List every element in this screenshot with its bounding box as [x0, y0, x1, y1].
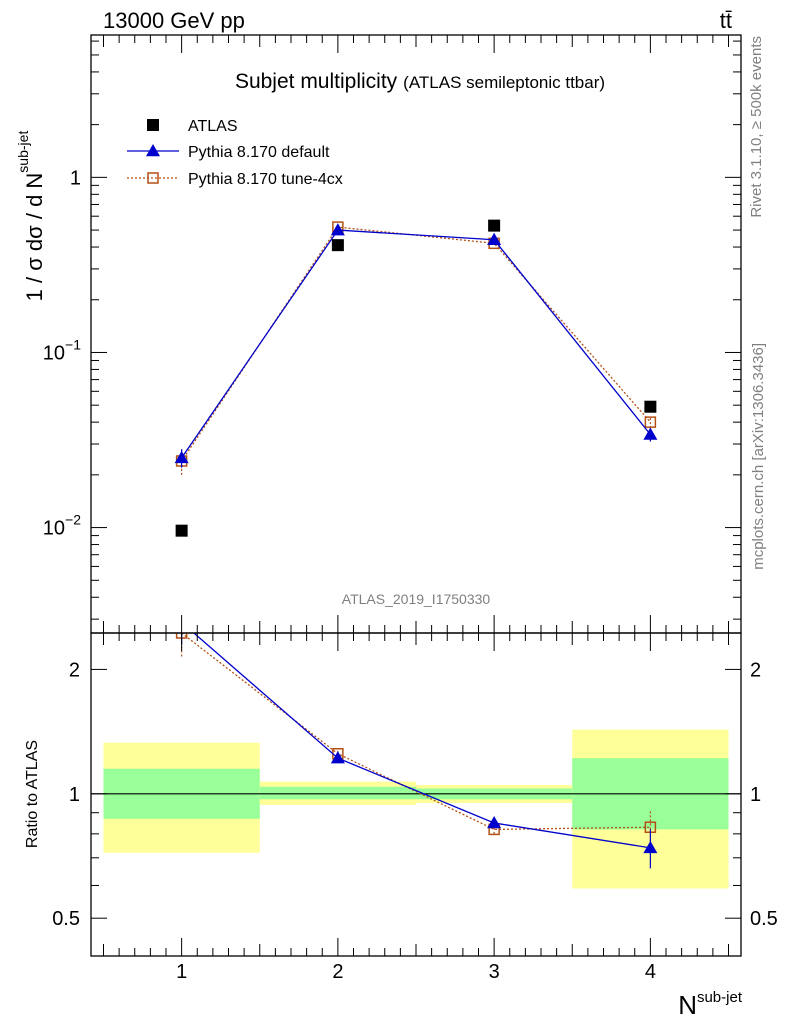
default-point-2 — [330, 223, 345, 236]
default-point-3 — [487, 232, 502, 246]
legend-label-3: Pythia 8.170 tune-4cx — [188, 171, 343, 188]
main-ytick-label-exp-2: −1 — [65, 336, 81, 352]
rivet-label: Rivet 3.1.10, ≥ 500k events — [748, 36, 765, 218]
legend-marker-default — [146, 144, 160, 157]
ratio-ytick-label-right-3: 2 — [750, 659, 761, 681]
ratio-default-line — [192, 633, 651, 849]
ratio-ytick-label-left-3: 2 — [69, 659, 80, 681]
atlas-point-2 — [331, 239, 344, 252]
legend-entry-2: Pythia 8.170 default — [127, 144, 330, 161]
svg-text:Subjet multiplicity(ATLAS semi: Subjet multiplicity (ATLAS semileptonic t… — [235, 70, 605, 93]
main-ytick-label-exp-1: −2 — [65, 512, 81, 528]
legend-entry-3: Pythia 8.170 tune-4cx — [127, 171, 343, 188]
x-axis-label: Nsub-jet — [678, 989, 743, 1020]
uncertainty-bands — [103, 729, 729, 889]
legend-entry-1: ATLAS — [147, 118, 238, 135]
main-ytick-label-base-2: 10 — [43, 342, 65, 364]
band-inner-2 — [259, 786, 416, 800]
legend-marker-tune4cx — [147, 172, 159, 184]
main-y-axis-label: 1 / σ dσ / d Nsub-jet — [15, 131, 47, 302]
legend: ATLAS Pythia 8.170 default Pythia 8.170 tu… — [127, 118, 343, 188]
ratio-default-point-3 — [487, 815, 502, 829]
analysis-id-label: ATLAS_2019_I1750330 — [342, 591, 491, 607]
xtick-label-2: 2 — [332, 961, 343, 983]
ratio-ytick-label-left-2: 1 — [69, 784, 80, 806]
series-default — [174, 223, 658, 468]
ratio-y-ticks: 0.5 0.5 1 1 2 2 — [52, 659, 778, 930]
xtick-label-4: 4 — [645, 961, 656, 983]
ratio-ytick-label-right-2: 1 — [750, 784, 761, 806]
legend-marker-atlas — [147, 119, 159, 131]
atlas-point-1 — [175, 524, 188, 537]
legend-label-2: Pythia 8.170 default — [188, 144, 330, 161]
ratio-series-layer — [175, 633, 658, 869]
main-series-layer — [174, 219, 658, 537]
ratio-y-axis-label: Ratio to ATLAS — [24, 740, 41, 848]
header-right-label: tt̄ — [720, 8, 732, 33]
legend-label-1: ATLAS — [188, 118, 238, 135]
header-left-label: 13000 GeV pp — [103, 8, 245, 33]
default-point-4 — [643, 427, 658, 440]
xtick-label-3: 3 — [489, 961, 500, 983]
x-ticks: 1 2 3 4 — [103, 35, 729, 983]
ratio-tune4cx-line — [181, 633, 651, 831]
ratio-default-point-4 — [643, 840, 658, 854]
xtick-label-1: 1 — [176, 961, 187, 983]
main-ytick-label-2: 10−1 — [43, 336, 81, 364]
main-ytick-label-3: 1 — [70, 167, 81, 189]
tune4cx-point-4 — [644, 416, 657, 428]
main-ytick-label-base-1: 10 — [43, 518, 65, 540]
main-y-ticks: 10−210−11 — [43, 40, 741, 620]
atlas-point-4 — [644, 400, 657, 413]
mcplots-label: mcplots.cern.ch [arXiv:1306.3436] — [750, 343, 767, 570]
main-ytick-label-1: 10−2 — [43, 512, 81, 540]
default-line — [181, 229, 651, 459]
chart-title: Subjet multiplicity (ATLAS semileptonic t… — [235, 70, 605, 93]
chart-title-sub: (ATLAS semileptonic ttbar) — [403, 73, 605, 92]
main-ytick-label-base-3: 1 — [70, 167, 81, 189]
series-atlas — [175, 219, 657, 537]
default-point-1 — [174, 450, 189, 464]
ratio-default-point-2 — [330, 751, 345, 764]
series-tune4cx — [175, 221, 657, 475]
ratio-series-default — [181, 633, 658, 869]
chart-title-main: Subjet multiplicity — [235, 70, 398, 93]
atlas-point-3 — [488, 219, 501, 232]
tune4cx-line — [181, 226, 651, 462]
ratio-plot-area: 0.5 0.5 1 1 2 2 — [52, 632, 778, 957]
ratio-ytick-label-left-1: 0.5 — [52, 908, 80, 930]
ratio-ytick-label-right-1: 0.5 — [750, 908, 778, 930]
